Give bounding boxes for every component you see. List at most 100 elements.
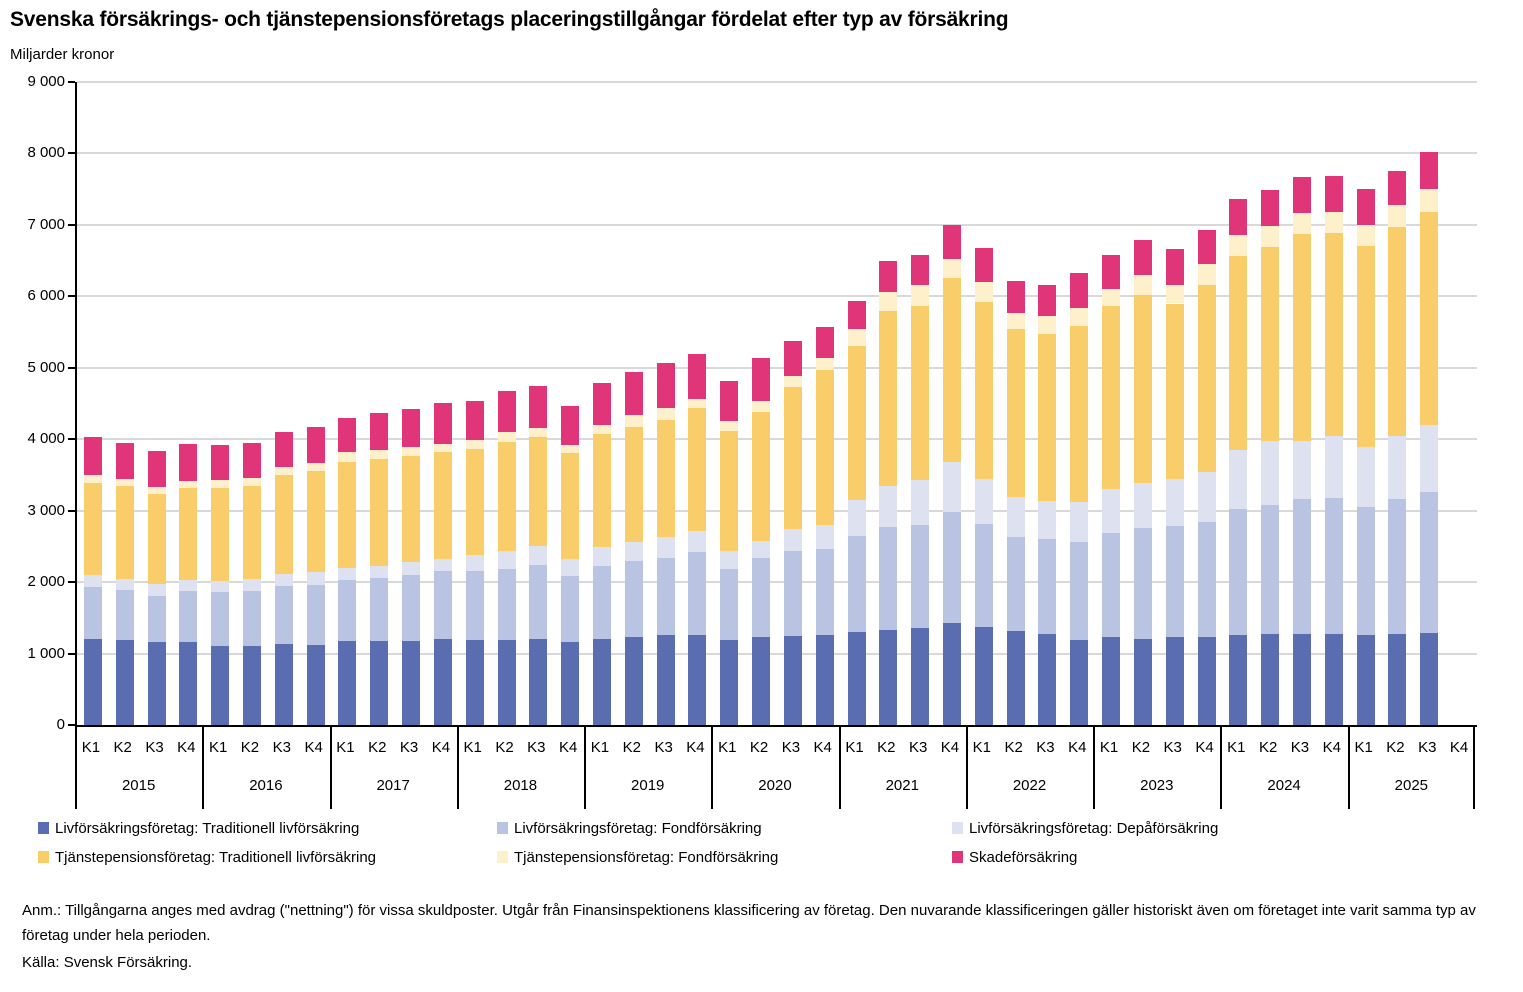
bar-segment <box>783 376 802 388</box>
bar-segment <box>752 358 771 401</box>
bar-segment <box>338 568 357 580</box>
y-axis-label: 5 000 <box>27 358 65 376</box>
quarter-label: K2 <box>240 739 260 756</box>
bar-segment <box>783 387 802 530</box>
y-axis-label: 8 000 <box>27 144 65 162</box>
bar-segment <box>433 571 452 639</box>
quarter-label: K4 <box>1068 739 1087 756</box>
bar-segment <box>83 482 102 575</box>
bar-segment <box>1102 305 1121 490</box>
bar-segment <box>1197 284 1216 473</box>
bar-segment <box>720 640 739 725</box>
bar-segment <box>1229 634 1248 725</box>
bar-segment <box>83 639 102 725</box>
bar-segment <box>465 448 484 555</box>
footnote-text: Anm.: Tillgångarna anges med avdrag ("ne… <box>22 902 1476 944</box>
y-axis-label: 4 000 <box>27 430 65 448</box>
bar-segment <box>497 639 516 725</box>
bar-segment <box>1197 522 1216 637</box>
bar-segment <box>338 452 357 462</box>
bar-segment <box>179 591 198 642</box>
year-group-separator <box>1347 727 1350 809</box>
bar-segment <box>656 419 675 538</box>
year-label: 2021 <box>885 777 919 794</box>
bar-segment <box>529 564 548 639</box>
bar-segment <box>1006 280 1025 313</box>
bar-segment <box>656 537 675 559</box>
gridline <box>77 438 1477 441</box>
quarter-label: K1 <box>972 739 991 756</box>
bar-segment <box>847 346 866 500</box>
bar-segment <box>147 595 166 643</box>
bar-segment <box>815 634 834 725</box>
bar-segment <box>720 381 739 422</box>
bar-segment <box>83 436 102 475</box>
gridline <box>77 366 1477 369</box>
bar-segment <box>1102 533 1121 638</box>
bar-segment <box>147 486 166 494</box>
bar-segment <box>1070 326 1089 503</box>
bar-segment <box>593 566 611 639</box>
quarter-label: K3 <box>272 739 291 756</box>
gridline <box>77 509 1477 512</box>
bar-segment <box>497 442 516 552</box>
legend-label: Tjänstepensionsföretag: Traditionell liv… <box>55 849 376 866</box>
quarter-label: K4 <box>431 739 451 756</box>
bar-segment <box>274 466 293 475</box>
quarter-label: K4 <box>558 739 578 756</box>
bar-segment <box>1293 441 1311 500</box>
legend-label: Livförsäkringsföretag: Traditionell livf… <box>55 820 360 837</box>
bar-segment <box>847 328 866 347</box>
y-axis-label: 2 000 <box>27 573 65 591</box>
bar-segment <box>974 282 993 302</box>
bar-segment <box>1197 636 1216 725</box>
legend-label: Livförsäkringsföretag: Fondförsäkring <box>514 820 762 837</box>
bar-segment <box>465 640 484 725</box>
bar-segment <box>720 421 739 432</box>
bar-segment <box>974 478 993 524</box>
bar-segment <box>1006 312 1025 330</box>
y-axis-label: 1 000 <box>27 644 65 662</box>
bar-segment <box>943 622 961 725</box>
quarter-label: K4 <box>686 739 705 756</box>
bar-segment <box>1133 275 1152 295</box>
y-axis-tick <box>68 366 75 369</box>
gridline <box>77 581 1477 584</box>
bar-segment <box>1006 329 1025 497</box>
bar-segment <box>1293 633 1311 725</box>
bar-segment <box>974 523 993 628</box>
bar-segment <box>1038 315 1057 335</box>
quarter-label: K2 <box>1004 739 1023 756</box>
bar-segment <box>433 403 452 444</box>
bar-segment <box>688 399 707 408</box>
bar-segment <box>179 480 198 489</box>
bar-segment <box>306 471 325 572</box>
bar-segment <box>1324 633 1343 725</box>
bar-segment <box>497 569 516 640</box>
bar-segment <box>179 641 198 725</box>
bar-segment <box>1261 633 1280 725</box>
bar-segment <box>815 357 834 371</box>
bar-segment <box>147 583 166 596</box>
y-axis-tick <box>68 581 75 584</box>
bar-segment <box>1420 151 1439 190</box>
bar-segment <box>497 390 516 433</box>
bar-segment <box>1261 441 1280 505</box>
year-group-separator <box>202 727 205 809</box>
bar-segment <box>1197 229 1216 265</box>
bar-segment <box>624 415 643 427</box>
quarter-label: K4 <box>1322 739 1341 756</box>
bar-segment <box>338 418 357 453</box>
year-label: 2022 <box>1012 777 1047 794</box>
y-axis-label: 9 000 <box>27 73 65 90</box>
bar-segment <box>83 574 102 588</box>
bar-segment <box>593 383 611 425</box>
bar-segment <box>402 456 421 563</box>
bar-segment <box>1420 632 1439 725</box>
bar-segment <box>561 444 580 453</box>
quarter-label: K3 <box>1290 739 1310 756</box>
quarter-label: K3 <box>654 739 673 756</box>
quarter-label: K1 <box>81 739 101 756</box>
quarter-label: K1 <box>1099 739 1119 756</box>
bar-segment <box>593 638 611 725</box>
